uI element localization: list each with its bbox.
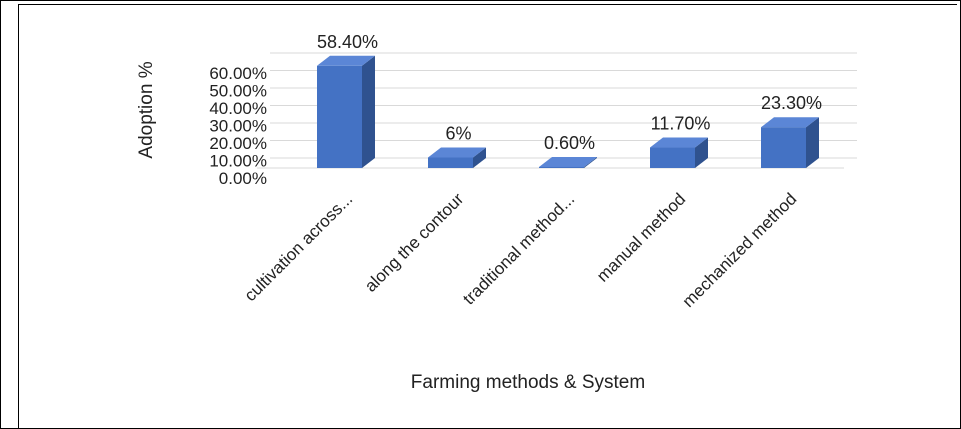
x-category-label: traditional method... (459, 189, 578, 308)
data-labels: 58.40% 6% 0.60% 11.70% 23.30% (317, 32, 822, 153)
chart-inner-frame (18, 4, 957, 428)
bar (650, 137, 708, 168)
y-axis-title: Adoption % (136, 61, 157, 158)
bar-front (761, 127, 806, 168)
bar (539, 156, 597, 168)
bar (761, 117, 819, 168)
y-tick-label: 0.00% (219, 169, 267, 188)
data-label: 58.40% (317, 32, 378, 52)
y-tick-label: 20.00% (209, 134, 267, 153)
bar-top (761, 117, 819, 128)
bar-top (428, 147, 486, 158)
bar-top (317, 55, 375, 66)
x-axis-title: Farming methods & System (411, 372, 645, 393)
bar-side (473, 147, 486, 168)
data-label: 0.60% (544, 133, 595, 153)
y-tick-label: 10.00% (209, 152, 267, 171)
x-category-label: manual method (593, 189, 689, 285)
bar-top (539, 156, 597, 167)
y-axis-ticks: 0.00%10.00%20.00%30.00%40.00%50.00%60.00… (209, 64, 267, 188)
bar (428, 147, 486, 168)
bar-side (584, 156, 597, 168)
bar-side (362, 55, 375, 168)
x-category-label: cultivation across... (241, 189, 357, 305)
bar-front (539, 166, 584, 168)
data-label: 23.30% (761, 93, 822, 113)
bars (317, 55, 819, 168)
bar-top (650, 137, 708, 148)
data-label: 6% (445, 124, 471, 144)
x-axis-categories: cultivation across... along the contourtr… (241, 189, 801, 311)
bar-front (428, 157, 473, 168)
bar-side (806, 117, 819, 168)
x-category-label: mechanized method (679, 189, 801, 311)
bar-side (695, 137, 708, 168)
y-tick-label: 60.00% (209, 64, 267, 83)
bar-front (650, 147, 695, 168)
y-tick-label: 50.00% (209, 82, 267, 101)
data-label: 11.70% (651, 114, 711, 134)
bar (317, 55, 375, 168)
y-tick-label: 40.00% (209, 99, 267, 118)
y-tick-label: 30.00% (209, 117, 267, 136)
bar-front (317, 65, 362, 168)
x-category-label: along the contour (361, 189, 468, 296)
